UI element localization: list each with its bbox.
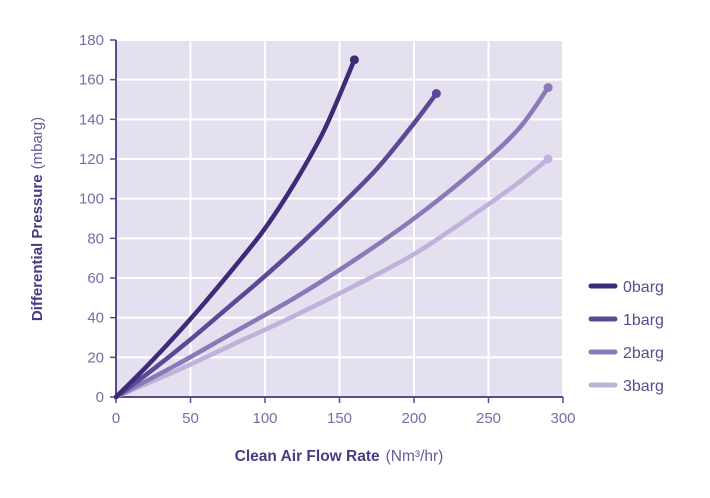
series-line-2barg xyxy=(113,85,551,400)
y-tick-label: 0 xyxy=(96,389,104,406)
x-tick-labels: 0 50 100 150 200 250 300 xyxy=(112,410,576,427)
legend-label-1barg: 1barg xyxy=(623,312,664,329)
x-axis-title-unit: (Nm³/hr) xyxy=(386,448,444,465)
series-line-1barg xyxy=(113,91,439,400)
series-line-0barg xyxy=(113,57,357,400)
x-axis-title: Clean Air Flow Rate (Nm³/hr) xyxy=(235,448,444,465)
y-tick-label: 20 xyxy=(87,349,104,366)
x-tick-label: 0 xyxy=(112,410,120,427)
y-tick-label: 160 xyxy=(79,72,104,89)
x-tick-label: 300 xyxy=(550,410,575,427)
axes xyxy=(110,39,564,403)
y-tick-label: 40 xyxy=(87,310,104,327)
y-tick-label: 180 xyxy=(79,32,104,49)
series-line-3barg xyxy=(113,156,551,400)
series-lines xyxy=(113,55,553,400)
y-tick-label: 80 xyxy=(87,230,104,247)
series-end-point-0barg xyxy=(349,55,359,65)
y-axis-title: Differential Pressure (mbarg) xyxy=(29,117,46,321)
x-tick-label: 150 xyxy=(327,410,352,427)
y-axis-title-unit: (mbarg) xyxy=(29,117,46,170)
y-tick-label: 120 xyxy=(79,151,104,168)
x-tick-label: 200 xyxy=(401,410,426,427)
series-end-point-2barg xyxy=(543,83,553,93)
y-tick-labels: 0 20 40 60 80 100 120 140 160 180 xyxy=(79,32,104,406)
series-end-point-3barg xyxy=(543,154,553,164)
series-end-point-1barg xyxy=(431,89,441,99)
x-tick-label: 100 xyxy=(252,410,277,427)
y-tick-label: 140 xyxy=(79,111,104,128)
legend-label-2barg: 2barg xyxy=(623,345,664,362)
legend-label-0barg: 0barg xyxy=(623,279,664,296)
legend: 0barg 1barg 2barg 3barg xyxy=(588,279,664,395)
x-tick-label: 250 xyxy=(476,410,501,427)
y-tick-label: 60 xyxy=(87,270,104,287)
legend-label-3barg: 3barg xyxy=(623,378,664,395)
x-axis-title-text: Clean Air Flow Rate xyxy=(235,448,380,465)
x-tick-label: 50 xyxy=(182,410,199,427)
y-axis-title-text: Differential Pressure xyxy=(29,174,46,321)
y-tick-label: 100 xyxy=(79,191,104,208)
